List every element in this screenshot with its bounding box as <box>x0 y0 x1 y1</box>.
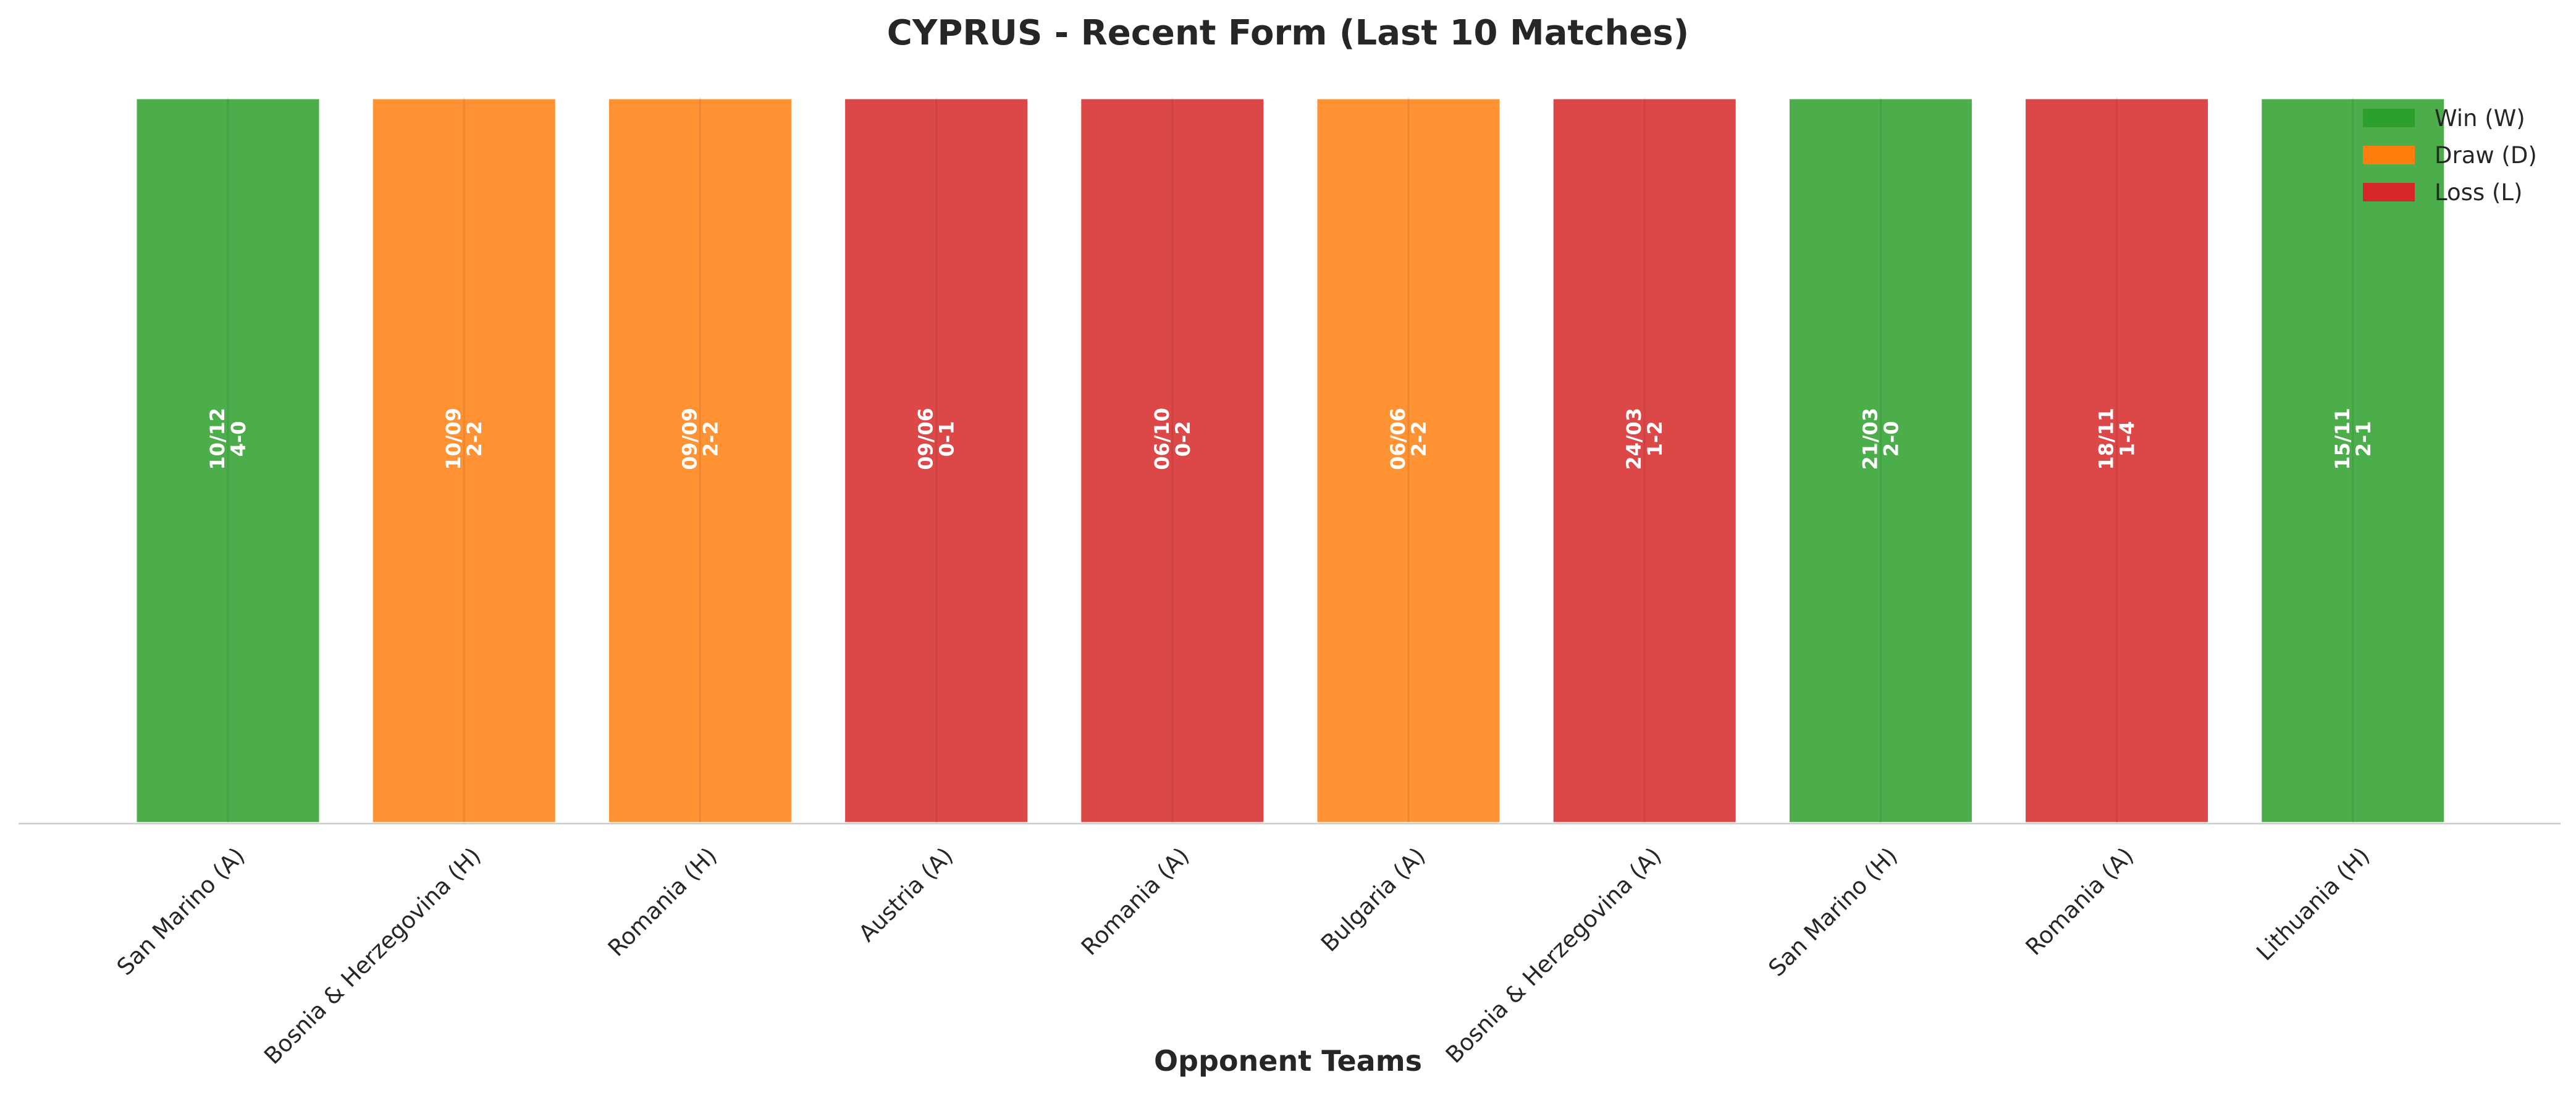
x-tick-label-10: Lithuania (H) <box>2251 842 2375 966</box>
bar-score: 2-2 <box>1407 421 1431 457</box>
legend-swatch-l <box>2363 183 2415 201</box>
x-tick-label-8: San Marino (H) <box>1763 842 1903 982</box>
bar-score: 2-0 <box>1879 421 1903 457</box>
bar-score: 4-0 <box>227 421 250 457</box>
x-tick-labels: San Marino (A) Bosnia & Herzegovina (H) Ro… <box>112 842 2375 1070</box>
bar-label-3: 09/092-2 <box>678 408 722 470</box>
legend-swatch-w <box>2363 109 2415 127</box>
bar-date: 06/06 <box>1386 408 1410 470</box>
chart-title: CYPRUS - Recent Form (Last 10 Matches) <box>887 13 1690 53</box>
x-tick-label-5: Romania (A) <box>1076 842 1194 960</box>
bar-5 <box>1078 96 1267 825</box>
legend: Win (W) Draw (D) Loss (L) <box>2363 105 2537 206</box>
bar-date: 21/03 <box>1858 408 1882 470</box>
bar-label-5: 06/100-2 <box>1150 408 1195 470</box>
bar-label-1: 10/124-0 <box>206 408 250 470</box>
x-tick-label-7: Bosnia & Herzegovina (A) <box>1441 842 1667 1068</box>
bar-score: 0-2 <box>1171 421 1195 457</box>
bar-label-7: 24/031-2 <box>1622 408 1667 470</box>
legend-label-w: Win (W) <box>2435 105 2525 132</box>
legend-label-l: Loss (L) <box>2435 179 2522 206</box>
bars-group: 10/124-0 10/092-2 09/092-2 09/060-1 06/100-2… <box>133 96 2448 825</box>
bar-7 <box>1550 96 1739 825</box>
bar-label-6: 06/062-2 <box>1386 408 1431 470</box>
bar-score: 2-2 <box>699 421 722 457</box>
bar-1 <box>133 96 322 825</box>
bar-10 <box>2258 96 2448 825</box>
bar-4 <box>842 96 1031 825</box>
bar-date: 15/11 <box>2331 408 2354 470</box>
bar-label-4: 09/060-1 <box>914 408 959 470</box>
bar-label-8: 21/032-0 <box>1858 408 1903 470</box>
x-axis-label: Opponent Teams <box>1154 1044 1422 1078</box>
bar-date: 10/09 <box>442 408 465 470</box>
legend-swatch-d <box>2363 146 2415 164</box>
bar-date: 10/12 <box>206 408 229 470</box>
bar-score: 2-2 <box>463 421 486 457</box>
bar-date: 24/03 <box>1622 408 1646 470</box>
bar-label-9: 18/111-4 <box>2095 408 2139 470</box>
bar-3 <box>605 96 794 825</box>
x-tick-label-3: Romania (H) <box>603 842 722 961</box>
x-tick-label-9: Romania (A) <box>2021 842 2139 960</box>
x-tick-label-4: Austria (A) <box>854 842 958 947</box>
x-tick-label-6: Bulgaria (A) <box>1316 842 1431 957</box>
bar-score: 1-2 <box>1643 421 1667 457</box>
x-tick-label-2: Bosnia & Herzegovina (H) <box>259 842 486 1070</box>
bar-score: 0-1 <box>935 421 959 457</box>
bar-date: 06/10 <box>1150 408 1174 470</box>
bar-label-2: 10/092-2 <box>442 408 486 470</box>
x-tick-label-1: San Marino (A) <box>112 842 250 981</box>
bar-score: 1-4 <box>2116 421 2139 457</box>
bar-score: 2-1 <box>2352 421 2375 457</box>
bar-label-10: 15/112-1 <box>2331 408 2375 470</box>
bar-date: 18/11 <box>2095 408 2118 470</box>
legend-label-d: Draw (D) <box>2435 142 2537 169</box>
bar-date: 09/06 <box>914 408 938 470</box>
bar-6 <box>1314 96 1503 825</box>
bar-2 <box>369 96 558 825</box>
bar-date: 09/09 <box>678 408 701 470</box>
